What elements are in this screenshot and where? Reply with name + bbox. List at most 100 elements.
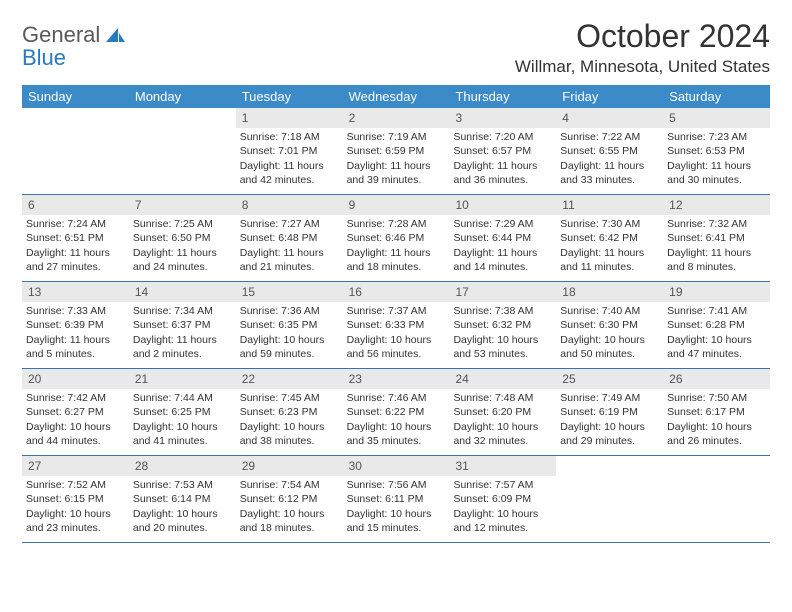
day-cell: 30Sunrise: 7:56 AMSunset: 6:11 PMDayligh… <box>343 456 450 542</box>
day-body: Sunrise: 7:45 AMSunset: 6:23 PMDaylight:… <box>236 389 343 452</box>
day-line: Sunrise: 7:38 AM <box>453 304 552 318</box>
day-number <box>129 108 236 128</box>
dow-row: SundayMondayTuesdayWednesdayThursdayFrid… <box>22 85 770 108</box>
logo-text-block: General Blue <box>22 24 127 70</box>
day-cell: 22Sunrise: 7:45 AMSunset: 6:23 PMDayligh… <box>236 369 343 455</box>
day-number: 27 <box>22 456 129 476</box>
day-body: Sunrise: 7:24 AMSunset: 6:51 PMDaylight:… <box>22 215 129 278</box>
day-number: 16 <box>343 282 450 302</box>
day-number: 22 <box>236 369 343 389</box>
day-line: Sunset: 6:28 PM <box>667 318 766 332</box>
day-line: Sunrise: 7:29 AM <box>453 217 552 231</box>
day-line: Sunset: 6:14 PM <box>133 492 232 506</box>
day-cell <box>129 108 236 194</box>
day-number: 28 <box>129 456 236 476</box>
day-body: Sunrise: 7:18 AMSunset: 7:01 PMDaylight:… <box>236 128 343 191</box>
day-line: Daylight: 10 hours and 35 minutes. <box>347 420 446 448</box>
day-line: Daylight: 10 hours and 23 minutes. <box>26 507 125 535</box>
day-line: Sunrise: 7:28 AM <box>347 217 446 231</box>
day-line: Daylight: 11 hours and 11 minutes. <box>560 246 659 274</box>
day-number: 19 <box>663 282 770 302</box>
day-line: Daylight: 10 hours and 47 minutes. <box>667 333 766 361</box>
day-body: Sunrise: 7:50 AMSunset: 6:17 PMDaylight:… <box>663 389 770 452</box>
day-line: Sunrise: 7:46 AM <box>347 391 446 405</box>
day-line: Daylight: 10 hours and 53 minutes. <box>453 333 552 361</box>
day-line: Sunset: 6:33 PM <box>347 318 446 332</box>
dow-cell: Saturday <box>663 85 770 108</box>
day-body: Sunrise: 7:33 AMSunset: 6:39 PMDaylight:… <box>22 302 129 365</box>
day-line: Sunrise: 7:56 AM <box>347 478 446 492</box>
day-cell: 24Sunrise: 7:48 AMSunset: 6:20 PMDayligh… <box>449 369 556 455</box>
day-number: 17 <box>449 282 556 302</box>
day-cell: 10Sunrise: 7:29 AMSunset: 6:44 PMDayligh… <box>449 195 556 281</box>
day-cell: 20Sunrise: 7:42 AMSunset: 6:27 PMDayligh… <box>22 369 129 455</box>
day-line: Sunset: 6:57 PM <box>453 144 552 158</box>
day-body: Sunrise: 7:52 AMSunset: 6:15 PMDaylight:… <box>22 476 129 539</box>
day-line: Daylight: 10 hours and 26 minutes. <box>667 420 766 448</box>
day-body: Sunrise: 7:54 AMSunset: 6:12 PMDaylight:… <box>236 476 343 539</box>
week-row: 1Sunrise: 7:18 AMSunset: 7:01 PMDaylight… <box>22 108 770 195</box>
logo-line2: Blue <box>22 45 66 70</box>
day-line: Daylight: 10 hours and 32 minutes. <box>453 420 552 448</box>
day-cell: 12Sunrise: 7:32 AMSunset: 6:41 PMDayligh… <box>663 195 770 281</box>
day-line: Daylight: 11 hours and 14 minutes. <box>453 246 552 274</box>
day-line: Sunrise: 7:18 AM <box>240 130 339 144</box>
dow-cell: Tuesday <box>236 85 343 108</box>
day-line: Sunrise: 7:53 AM <box>133 478 232 492</box>
day-line: Sunset: 6:17 PM <box>667 405 766 419</box>
day-line: Daylight: 10 hours and 50 minutes. <box>560 333 659 361</box>
day-cell: 5Sunrise: 7:23 AMSunset: 6:53 PMDaylight… <box>663 108 770 194</box>
page-title: October 2024 <box>515 18 770 55</box>
day-body: Sunrise: 7:40 AMSunset: 6:30 PMDaylight:… <box>556 302 663 365</box>
day-line: Sunset: 6:39 PM <box>26 318 125 332</box>
day-line: Daylight: 10 hours and 15 minutes. <box>347 507 446 535</box>
day-number: 25 <box>556 369 663 389</box>
day-number <box>556 456 663 476</box>
day-body: Sunrise: 7:41 AMSunset: 6:28 PMDaylight:… <box>663 302 770 365</box>
day-body: Sunrise: 7:42 AMSunset: 6:27 PMDaylight:… <box>22 389 129 452</box>
day-line: Sunset: 6:53 PM <box>667 144 766 158</box>
day-body: Sunrise: 7:56 AMSunset: 6:11 PMDaylight:… <box>343 476 450 539</box>
day-body: Sunrise: 7:57 AMSunset: 6:09 PMDaylight:… <box>449 476 556 539</box>
day-number: 23 <box>343 369 450 389</box>
day-body: Sunrise: 7:29 AMSunset: 6:44 PMDaylight:… <box>449 215 556 278</box>
day-line: Sunset: 6:44 PM <box>453 231 552 245</box>
day-cell: 27Sunrise: 7:52 AMSunset: 6:15 PMDayligh… <box>22 456 129 542</box>
day-line: Daylight: 11 hours and 18 minutes. <box>347 246 446 274</box>
day-number: 5 <box>663 108 770 128</box>
day-body: Sunrise: 7:34 AMSunset: 6:37 PMDaylight:… <box>129 302 236 365</box>
day-body: Sunrise: 7:32 AMSunset: 6:41 PMDaylight:… <box>663 215 770 278</box>
day-line: Sunset: 6:30 PM <box>560 318 659 332</box>
day-number: 26 <box>663 369 770 389</box>
dow-cell: Thursday <box>449 85 556 108</box>
day-body: Sunrise: 7:19 AMSunset: 6:59 PMDaylight:… <box>343 128 450 191</box>
day-line: Sunrise: 7:24 AM <box>26 217 125 231</box>
day-line: Sunrise: 7:50 AM <box>667 391 766 405</box>
day-line: Daylight: 11 hours and 24 minutes. <box>133 246 232 274</box>
day-cell: 14Sunrise: 7:34 AMSunset: 6:37 PMDayligh… <box>129 282 236 368</box>
day-number: 14 <box>129 282 236 302</box>
week-row: 27Sunrise: 7:52 AMSunset: 6:15 PMDayligh… <box>22 456 770 543</box>
day-line: Sunset: 6:51 PM <box>26 231 125 245</box>
day-line: Sunrise: 7:30 AM <box>560 217 659 231</box>
day-body: Sunrise: 7:22 AMSunset: 6:55 PMDaylight:… <box>556 128 663 191</box>
day-number: 3 <box>449 108 556 128</box>
day-line: Sunrise: 7:32 AM <box>667 217 766 231</box>
day-line: Daylight: 10 hours and 38 minutes. <box>240 420 339 448</box>
day-number: 10 <box>449 195 556 215</box>
day-cell: 15Sunrise: 7:36 AMSunset: 6:35 PMDayligh… <box>236 282 343 368</box>
location: Willmar, Minnesota, United States <box>515 57 770 77</box>
day-line: Sunrise: 7:33 AM <box>26 304 125 318</box>
day-number: 12 <box>663 195 770 215</box>
day-body: Sunrise: 7:25 AMSunset: 6:50 PMDaylight:… <box>129 215 236 278</box>
day-cell: 18Sunrise: 7:40 AMSunset: 6:30 PMDayligh… <box>556 282 663 368</box>
day-line: Daylight: 10 hours and 56 minutes. <box>347 333 446 361</box>
day-number: 1 <box>236 108 343 128</box>
day-line: Sunrise: 7:44 AM <box>133 391 232 405</box>
day-line: Sunset: 6:22 PM <box>347 405 446 419</box>
day-line: Sunset: 6:55 PM <box>560 144 659 158</box>
day-line: Daylight: 11 hours and 5 minutes. <box>26 333 125 361</box>
day-line: Sunset: 6:35 PM <box>240 318 339 332</box>
day-number: 4 <box>556 108 663 128</box>
logo-sail-icon <box>105 27 127 43</box>
